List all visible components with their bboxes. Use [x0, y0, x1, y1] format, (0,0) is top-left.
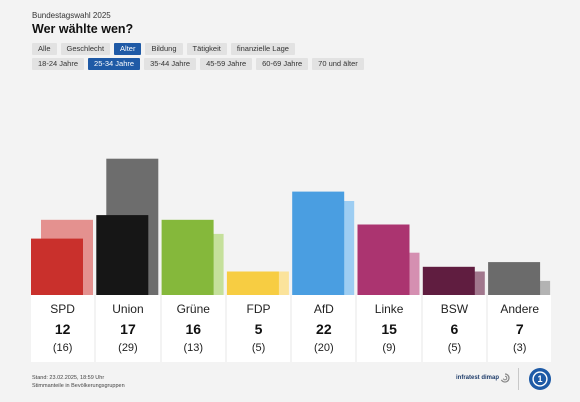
previous-value-label: (13)	[183, 342, 204, 354]
party-name: Grüne	[176, 302, 210, 316]
party-name: Linke	[374, 302, 404, 316]
source-swirl-icon	[500, 373, 510, 383]
age-tab-70-plus[interactable]: 70 und älter	[312, 58, 364, 70]
bar-current-bsw	[422, 266, 475, 295]
party-card-afd: AfD 22 (20)	[292, 295, 356, 362]
current-value-label: 5	[254, 321, 263, 337]
tab-geschlecht[interactable]: Geschlecht	[60, 43, 111, 55]
footer-divider	[518, 368, 519, 390]
bar-previous-spd	[41, 219, 93, 295]
tab-bildung[interactable]: Bildung	[145, 43, 183, 55]
page-title: Wer wählte wen?	[32, 22, 134, 36]
bar-previous-afd	[302, 201, 355, 295]
previous-value-label: (20)	[314, 342, 334, 354]
party-card-linke: Linke 15 (9)	[357, 295, 421, 362]
bar-current-union	[96, 215, 149, 295]
broadcaster-logo-icon: 1	[529, 368, 551, 390]
current-value-label: 16	[185, 321, 202, 337]
previous-value-label: (5)	[447, 342, 462, 354]
bar-previous-linke	[367, 252, 420, 295]
age-tab-60-69[interactable]: 60-69 Jahre	[256, 58, 309, 70]
current-value-label: 7	[515, 321, 524, 337]
current-value-label: 22	[316, 321, 332, 337]
bar-previous-fdp	[236, 271, 289, 295]
current-bars	[31, 191, 541, 295]
party-card-fdp: FDP 5 (5)	[226, 295, 291, 362]
age-tab-35-44[interactable]: 35-44 Jahre	[144, 58, 197, 70]
age-tab-25-34[interactable]: 25-34 Jahre	[88, 58, 141, 70]
source-logo-text: infratest dimap	[456, 375, 500, 381]
party-card-andere: Andere 7 (3)	[488, 295, 552, 362]
footer-stand: Stand: 23.02.2025, 18:59 Uhr	[32, 375, 105, 381]
party-name: BSW	[440, 302, 469, 316]
age-tab-18-24[interactable]: 18-24 Jahre	[32, 58, 85, 70]
previous-value-label: (3)	[513, 342, 527, 354]
bar-previous-union	[106, 158, 159, 295]
current-value-label: 17	[120, 321, 136, 337]
tab-taetigkeit[interactable]: Tätigkeit	[186, 43, 227, 55]
age-tab-45-59[interactable]: 45-59 Jahre	[200, 58, 253, 70]
footer-note: Stand: 23.02.2025, 18:59 Uhr Stimmanteil…	[32, 374, 125, 390]
age-group-tabs: 18-24 Jahre 25-34 Jahre 35-44 Jahre 45-5…	[32, 58, 364, 70]
current-value-label: 6	[450, 321, 459, 337]
previous-value-label: (16)	[52, 342, 73, 354]
party-name: Union	[112, 302, 144, 316]
bar-previous-grüne	[171, 233, 224, 295]
tab-alle[interactable]: Alle	[32, 43, 57, 55]
previous-bars	[41, 158, 551, 295]
party-card-bsw: BSW 6 (5)	[422, 295, 487, 362]
overline: Bundestagswahl 2025	[32, 11, 111, 20]
party-name: SPD	[50, 302, 75, 316]
category-tabs: Alle Geschlecht Alter Bildung Tätigkeit …	[32, 43, 295, 55]
party-card-grüne: Grüne 16 (13)	[161, 295, 225, 362]
footer-description: Stimmanteile in Bevölkerungsgruppen	[32, 383, 125, 389]
bar-current-fdp	[226, 271, 279, 295]
party-name: Andere	[500, 302, 540, 316]
bar-current-grüne	[161, 219, 214, 295]
party-card-spd: SPD 12 (16)	[31, 295, 95, 362]
party-card-union: Union 17 (29)	[96, 295, 160, 362]
bar-previous-bsw	[432, 271, 485, 295]
bar-current-afd	[292, 191, 345, 295]
bar-current-andere	[488, 262, 541, 295]
current-value-label: 12	[54, 321, 71, 337]
current-value-label: 15	[381, 321, 397, 337]
bar-previous-andere	[498, 280, 551, 295]
svg-text:1: 1	[537, 374, 542, 384]
party-result-cards: SPD 12 (16) Union 17 (29) Grüne 16 (13) FDP 5 (5) Af…	[31, 295, 552, 362]
tab-finanzielle-lage[interactable]: finanzielle Lage	[230, 43, 295, 55]
previous-value-label: (5)	[251, 342, 266, 354]
previous-value-label: (29)	[118, 342, 138, 354]
previous-value-label: (9)	[382, 342, 396, 354]
bar-current-linke	[357, 224, 410, 295]
bar-current-spd	[31, 238, 83, 295]
party-name: AfD	[313, 302, 334, 316]
tab-alter[interactable]: Alter	[114, 43, 142, 55]
party-name: FDP	[246, 302, 271, 316]
